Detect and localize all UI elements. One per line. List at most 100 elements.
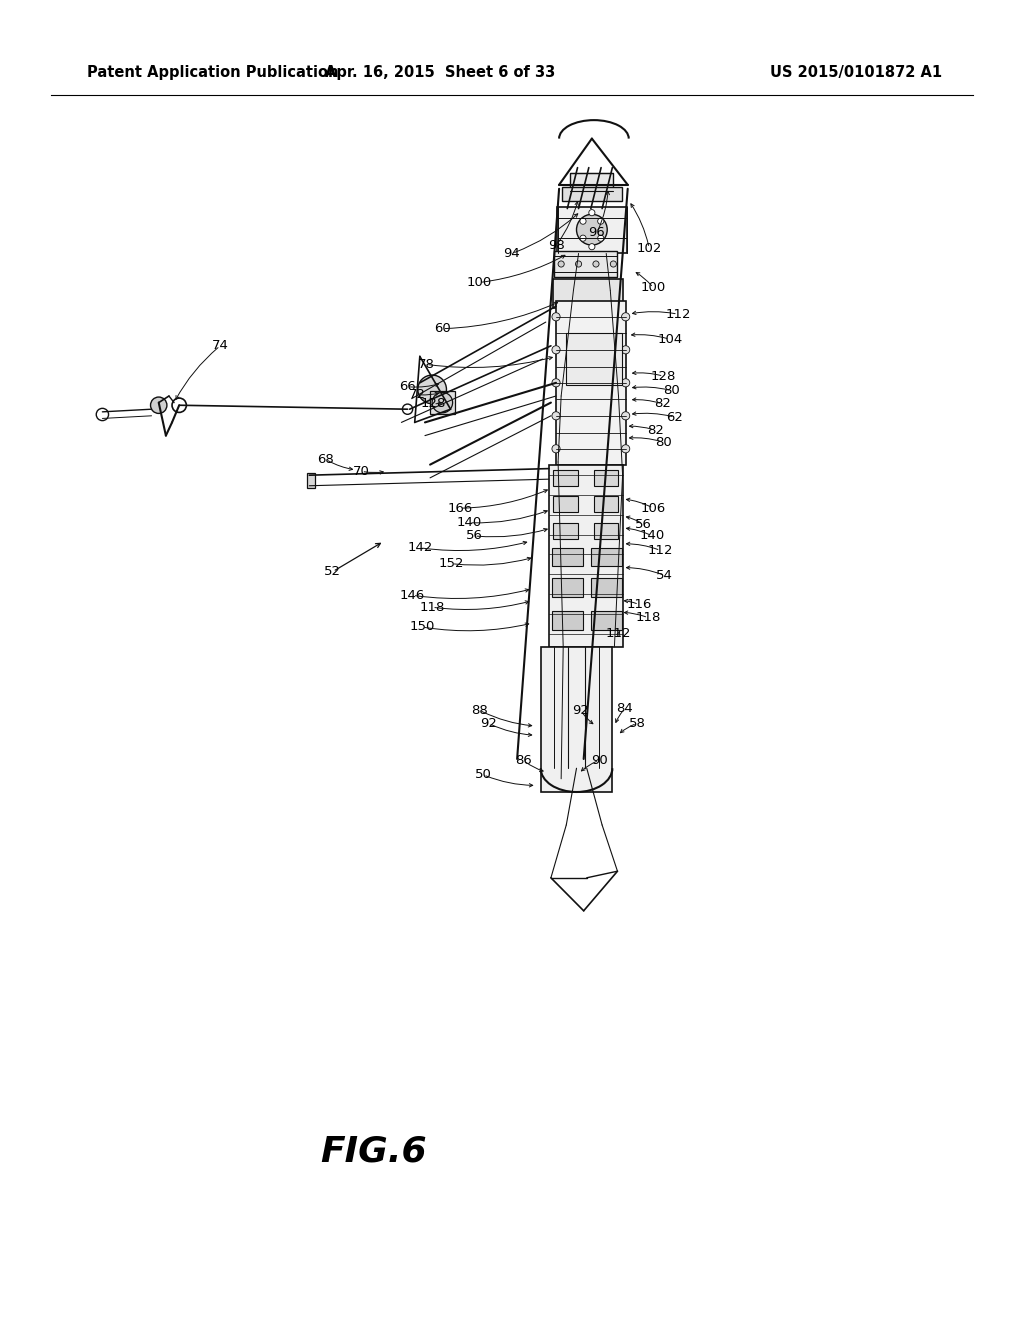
Text: 102: 102 <box>637 242 662 255</box>
Text: 104: 104 <box>657 333 682 346</box>
Text: 56: 56 <box>635 517 651 531</box>
Circle shape <box>432 392 453 413</box>
Circle shape <box>418 375 446 404</box>
Text: US 2015/0101872 A1: US 2015/0101872 A1 <box>770 65 942 81</box>
Text: 98: 98 <box>548 239 564 252</box>
Text: 112: 112 <box>606 627 631 640</box>
Circle shape <box>552 412 560 420</box>
Text: 140: 140 <box>457 516 481 529</box>
Text: 68: 68 <box>317 453 334 466</box>
Bar <box>594 523 618 539</box>
Text: 74: 74 <box>212 339 228 352</box>
Circle shape <box>593 261 599 267</box>
Text: 116: 116 <box>627 598 651 611</box>
Bar <box>553 279 623 308</box>
Circle shape <box>589 210 595 215</box>
Text: 86: 86 <box>515 754 531 767</box>
Circle shape <box>622 313 630 321</box>
Text: 106: 106 <box>641 502 666 515</box>
Text: 80: 80 <box>664 384 680 397</box>
Text: 96: 96 <box>589 226 605 239</box>
Text: 112: 112 <box>666 308 690 321</box>
Text: 70: 70 <box>353 465 370 478</box>
Text: 52: 52 <box>325 565 341 578</box>
Circle shape <box>552 445 560 453</box>
Bar <box>565 333 623 385</box>
Text: 80: 80 <box>655 436 672 449</box>
Text: 118: 118 <box>420 601 444 614</box>
Text: 84: 84 <box>616 702 633 715</box>
Text: 100: 100 <box>641 281 666 294</box>
Bar <box>557 207 627 253</box>
Circle shape <box>622 412 630 420</box>
Text: 60: 60 <box>434 322 451 335</box>
Text: 58: 58 <box>629 717 645 730</box>
Text: 50: 50 <box>475 768 492 781</box>
Bar <box>591 611 622 630</box>
Bar <box>552 578 583 597</box>
Bar <box>553 470 578 486</box>
Circle shape <box>172 399 186 412</box>
Circle shape <box>580 218 586 224</box>
Text: 152: 152 <box>439 557 464 570</box>
Bar <box>570 173 613 191</box>
Text: 92: 92 <box>480 717 497 730</box>
Circle shape <box>610 261 616 267</box>
Text: Patent Application Publication: Patent Application Publication <box>87 65 339 81</box>
Text: 78: 78 <box>418 358 434 371</box>
Circle shape <box>552 346 560 354</box>
Text: 54: 54 <box>656 569 673 582</box>
Bar <box>549 465 623 647</box>
Text: 166: 166 <box>447 502 472 515</box>
Circle shape <box>580 235 586 242</box>
Text: Apr. 16, 2015  Sheet 6 of 33: Apr. 16, 2015 Sheet 6 of 33 <box>326 65 555 81</box>
Bar <box>594 470 618 486</box>
Text: 72: 72 <box>410 388 426 401</box>
Circle shape <box>598 218 604 224</box>
Text: 94: 94 <box>504 247 520 260</box>
Circle shape <box>552 313 560 321</box>
Circle shape <box>575 261 582 267</box>
Bar <box>552 611 583 630</box>
Circle shape <box>622 445 630 453</box>
Text: 142: 142 <box>408 541 432 554</box>
Bar <box>594 496 618 512</box>
Text: 56: 56 <box>466 529 482 543</box>
Bar <box>591 548 622 566</box>
Bar <box>552 548 583 566</box>
Text: 140: 140 <box>640 529 665 543</box>
Bar <box>553 523 578 539</box>
Circle shape <box>598 235 604 242</box>
Circle shape <box>622 346 630 354</box>
Text: 92: 92 <box>572 704 589 717</box>
Text: 112: 112 <box>648 544 673 557</box>
Text: 150: 150 <box>410 620 434 634</box>
Bar <box>430 391 455 414</box>
Text: 88: 88 <box>471 704 487 717</box>
Text: FIG.6: FIG.6 <box>321 1134 427 1168</box>
Text: 118: 118 <box>636 611 660 624</box>
Bar <box>541 647 612 792</box>
Circle shape <box>577 214 607 246</box>
Circle shape <box>589 244 595 249</box>
Text: 146: 146 <box>400 589 425 602</box>
Text: 128: 128 <box>651 370 676 383</box>
Bar <box>554 251 617 277</box>
Text: 62: 62 <box>667 411 683 424</box>
Text: 90: 90 <box>591 754 607 767</box>
Bar <box>591 578 622 597</box>
Text: 82: 82 <box>647 424 664 437</box>
Bar <box>553 496 578 512</box>
Circle shape <box>402 404 413 414</box>
Circle shape <box>558 261 564 267</box>
Text: 128: 128 <box>421 397 445 411</box>
Circle shape <box>552 379 560 387</box>
Circle shape <box>622 379 630 387</box>
Bar <box>562 187 622 201</box>
Bar <box>556 301 626 465</box>
Bar <box>307 473 315 488</box>
Text: 66: 66 <box>399 380 416 393</box>
Text: 82: 82 <box>654 397 671 411</box>
Text: 100: 100 <box>467 276 492 289</box>
Circle shape <box>151 397 167 413</box>
